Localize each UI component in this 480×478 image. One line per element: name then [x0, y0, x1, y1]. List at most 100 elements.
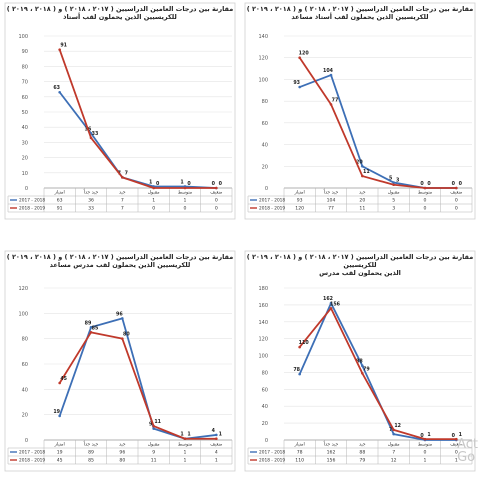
chart-2-table-value: 104	[327, 198, 336, 204]
chart-4-series-2-point	[298, 345, 301, 349]
chart-4-frame	[244, 250, 476, 472]
chart-4-y-tick-label: 160	[258, 303, 268, 309]
chart-2-series-2-data-label: 11	[363, 169, 370, 175]
chart-4-series-1-point	[329, 301, 333, 305]
chart-3-y-tick-label: 60	[22, 362, 28, 368]
chart-2-series-2-point	[361, 174, 364, 178]
chart-panel-1: مقارنة بين درجات العامين الدراسيين ( ٢٠١…	[4, 2, 236, 220]
chart-3-series-1-point	[152, 427, 155, 430]
chart-2-y-tick-label: 140	[258, 34, 268, 40]
chart-3-series-2-point	[58, 381, 61, 385]
chart-3-series-2-point	[215, 437, 218, 441]
chart-4-series-2-data-label: 156	[330, 301, 341, 307]
chart-2-table-value: 3	[392, 206, 395, 212]
chart-3-y-tick-label: 120	[18, 286, 28, 292]
chart-4-table-value: 78	[297, 450, 303, 456]
chart-4-series-2-line	[298, 307, 457, 441]
chart-4-category-label: جيد	[359, 443, 366, 448]
chart-1-table-value: 1	[184, 198, 187, 204]
chart-panel-3: مقارنة بين درجات العامين الدراسيين ( ٢٠١…	[4, 250, 236, 472]
chart-4-series-2-point	[361, 371, 364, 375]
chart-4-series-1-point	[392, 432, 395, 436]
chart-1-category-label: امتياز	[54, 191, 65, 196]
chart-4-series-2-data-label: 79	[363, 366, 370, 372]
chart-4-y-tick-label: 120	[258, 337, 268, 343]
chart-1-series-2-point	[183, 186, 187, 190]
chart-4-series-2-data-label: 110	[299, 340, 310, 346]
chart-2-series-1-data-label: 104	[323, 68, 334, 74]
chart-2-y-tick-label: 80	[262, 99, 268, 105]
chart-2-series-1-data-label: 5	[389, 176, 392, 182]
chart-1-series-2-data-label: 0	[219, 181, 223, 187]
chart-4-series-2-point	[329, 306, 333, 310]
chart-4-legend-label: 2017 - 2018	[259, 450, 285, 456]
chart-3-series-1-line	[58, 317, 217, 440]
chart-4-table-value: 162	[327, 450, 336, 456]
chart-2-y-tick-label: 100	[258, 77, 268, 83]
chart-4-category-label: جيد جداً	[323, 440, 338, 447]
chart-1-table-value: 0	[184, 206, 187, 212]
chart-1-table-value: 33	[88, 206, 94, 212]
chart-2-series-1-point	[361, 164, 364, 168]
chart-3-series-1-data-label: 19	[53, 409, 60, 415]
chart-3-series-1-data-label: 1	[180, 432, 183, 438]
chart-3-svg: 0 20 40 60 80 100 120 امتياز جيد جداً جيد مقبول متو…	[4, 250, 236, 472]
chart-4-series-1-data-label: 88	[356, 359, 363, 365]
chart-3-series-2-data-label: 1	[219, 432, 222, 438]
chart-4-series-1-data-label: 0	[452, 433, 456, 439]
chart-4-table-value: 88	[359, 450, 365, 456]
chart-1-table-value: 0	[215, 206, 218, 212]
chart-2-table-value: 5	[392, 198, 395, 204]
chart-1-y-tick-label: 30	[22, 140, 28, 146]
chart-4-series-1-point	[361, 364, 364, 367]
chart-3-category-label: ضعيف	[210, 443, 222, 448]
chart-1-table-value: 7	[121, 198, 124, 204]
chart-4-series-1-line	[298, 302, 457, 441]
chart-1-legend-label: 2018 - 2019	[19, 206, 45, 212]
chart-3-series-2-data-label: 1	[187, 432, 190, 438]
chart-4-y-tick-label: 80	[262, 370, 268, 376]
chart-4-table-value: 0	[424, 450, 427, 456]
chart-4-series-1-data-label: 0	[420, 433, 424, 439]
chart-3-table-value: 9	[152, 450, 155, 456]
chart-4-y-tick-label: 20	[262, 421, 268, 427]
chart-2-category-label: جيد	[359, 191, 366, 196]
chart-1-y-tick-label: 0	[25, 186, 28, 192]
chart-2-series-2-data-label: 77	[332, 97, 339, 103]
chart-3-legend-label: 2018 - 2019	[19, 458, 45, 464]
chart-4-title-line-2: الذين يحملون لقب مدرس	[319, 268, 401, 277]
chart-3-series-1-point	[215, 433, 218, 437]
chart-3-series-2-point	[183, 437, 187, 441]
chart-2-title: مقارنة بين درجات العامين الدراسيين ( ٢٠١…	[244, 5, 476, 22]
chart-4-title: مقارنة بين درجات العامين الدراسيين ( ٢٠١…	[244, 253, 476, 277]
chart-2-series-2-data-label: 0	[459, 181, 463, 187]
chart-1-category-label: مقبول	[148, 191, 160, 196]
chart-1-category-label: ضعيف	[210, 191, 222, 196]
chart-3-series-2-data-label: 11	[154, 419, 161, 425]
chart-2-series-2-point	[392, 183, 395, 187]
chart-2-series-2-data-label: 120	[299, 51, 310, 57]
activation-watermark: Act Go	[457, 438, 478, 464]
chart-1-series-2-data-label: 91	[60, 43, 67, 49]
chart-2-series-2-data-label: 0	[427, 181, 431, 187]
chart-3-series-2-point	[89, 331, 93, 334]
chart-2-category-label: جيد جداً	[323, 188, 338, 195]
chart-1-series-2-point	[215, 186, 218, 190]
chart-4-title-line-1: مقارنة بين درجات العامين الدراسيين ( ٢٠١…	[246, 253, 474, 269]
chart-3-table-value: 1	[215, 458, 218, 464]
chart-4-series-1-data-label: 78	[293, 367, 300, 373]
chart-1-table-value: 0	[215, 198, 218, 204]
chart-4-series-1-data-label: 7	[389, 427, 392, 433]
chart-2-series-2-line	[298, 57, 457, 189]
chart-4-category-label: امتياز	[294, 443, 305, 448]
chart-4-y-tick-label: 40	[262, 404, 268, 410]
chart-4-table-value: 156	[327, 458, 336, 464]
chart-2-series-1-point	[329, 73, 333, 77]
chart-3-table-value: 85	[88, 458, 94, 464]
chart-2-category-label: مقبول	[388, 191, 400, 196]
chart-3-title: مقارنة بين درجات العامين الدراسيين ( ٢٠١…	[4, 253, 236, 270]
chart-2-table-value: 11	[359, 206, 365, 212]
chart-1-series-2-line	[58, 49, 217, 189]
chart-1-y-tick-label: 100	[18, 34, 28, 40]
